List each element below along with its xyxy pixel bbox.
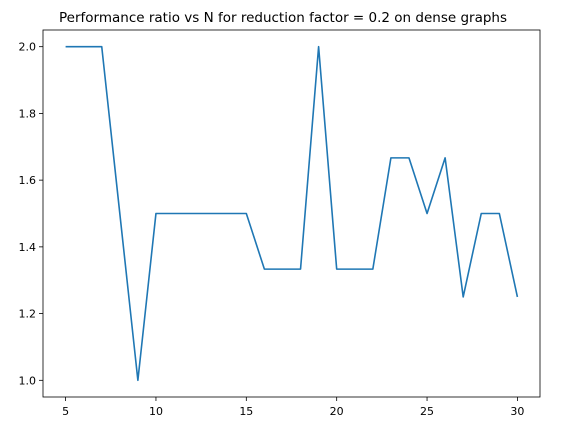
y-tick-label: 1.2 xyxy=(19,308,37,321)
x-tick-label: 30 xyxy=(510,405,524,418)
x-tick-label: 25 xyxy=(420,405,434,418)
series-line xyxy=(65,45,519,382)
y-tick-label: 1.0 xyxy=(19,374,37,387)
x-tick-label: 20 xyxy=(330,405,344,418)
series-layer xyxy=(65,45,519,382)
x-tick-label: 10 xyxy=(149,405,163,418)
y-tick-label: 2.0 xyxy=(19,41,37,54)
y-axis: 1.0 1.2 1.4 1.6 1.8 2.0 xyxy=(19,41,43,387)
x-tick-label: 5 xyxy=(62,405,69,418)
chart-title: Performance ratio vs N for reduction fac… xyxy=(59,10,507,26)
x-axis: 5 10 15 20 25 30 xyxy=(62,397,524,418)
plot-area xyxy=(42,29,541,398)
x-tick-label: 15 xyxy=(239,405,253,418)
y-tick-label: 1.8 xyxy=(19,107,37,120)
y-tick-label: 1.4 xyxy=(19,241,37,254)
y-tick-label: 1.6 xyxy=(19,174,37,187)
